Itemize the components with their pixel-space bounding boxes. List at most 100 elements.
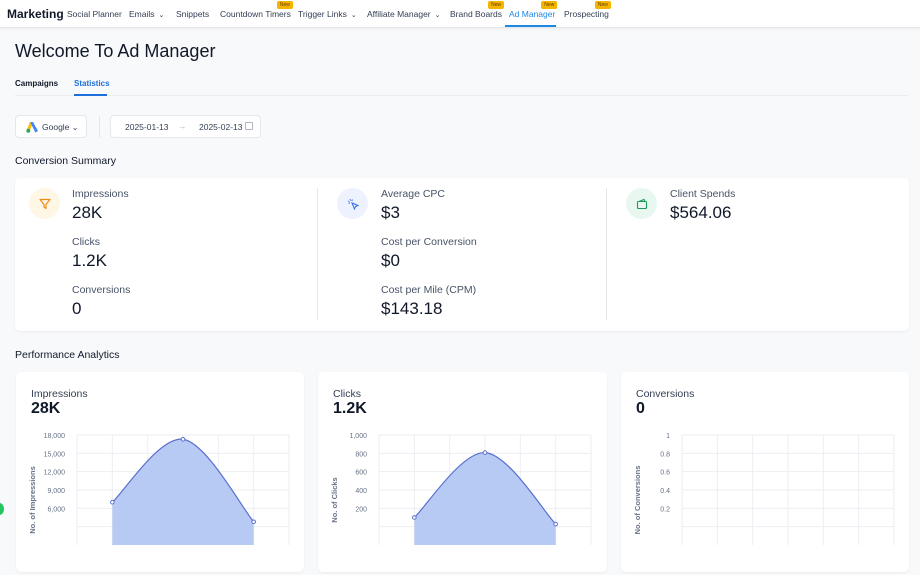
wallet-icon [626,188,657,219]
y-tick-label: 18,000 [44,433,66,440]
active-nav-indicator [505,25,556,27]
area-fill [414,452,556,545]
chart-title: Conversions [636,388,695,400]
nav-label: Ad Manager [509,9,556,19]
conversions-chart-card: Conversions 0 1 0.8 0.6 0.4 0.2 No. of Conver… [621,372,909,572]
new-badge: New [276,1,293,9]
area-fill [112,439,254,545]
avg-cpc-label: Average CPC [381,188,446,200]
new-badge: New [594,1,611,9]
y-tick-label: 600 [355,470,367,477]
chevron-down-icon: ⌄ [71,123,79,132]
impressions-chart-card: Impressions 28K 18,000 15,000 12,000 9,000 6… [16,372,304,572]
calendar-icon[interactable] [245,122,253,130]
cost-per-conversion-value: $0 [381,251,400,270]
y-tick-label: 400 [355,488,367,495]
conversion-summary-card: Impressions 28K Clicks 1.2K Conversions … [15,178,909,331]
nav-trigger-links[interactable]: Trigger Links ⌄ [298,9,357,19]
clicks-label: Clicks [72,236,100,248]
y-tick-label: 1,000 [349,433,367,440]
nav-label: Brand Boards [450,9,502,19]
nav-countdown-timers[interactable]: Countdown Timers New [220,1,293,19]
y-tick-label: 800 [355,451,367,458]
nav-affiliate-manager[interactable]: Affiliate Manager ⌄ [367,9,441,19]
active-tab-indicator [74,94,107,96]
start-date[interactable]: 2025-01-13 [125,122,169,132]
nav-label: Trigger Links [298,9,347,19]
y-tick-label: 0.8 [660,451,670,458]
chart-title: Impressions [31,388,88,400]
nav-label: Snippets [176,9,210,19]
client-spends-value: $564.06 [670,203,732,222]
data-point [553,521,558,527]
cost-per-conversion-label: Cost per Conversion [381,236,477,248]
data-point [110,499,115,505]
clicks-chart: 1,000 800 600 400 200 No. of Clicks [330,433,592,545]
chart-value: 1.2K [333,400,367,417]
funnel-icon [29,188,60,219]
cpm-value: $143.18 [381,299,443,318]
summary-divider [317,188,318,320]
conversions-value: 0 [72,299,82,318]
client-spends-label: Client Spends [670,188,736,200]
tab-statistics[interactable]: Statistics [74,79,110,88]
performance-analytics-title: Performance Analytics [15,349,120,361]
y-axis-label: No. of Conversions [633,466,642,535]
nav-snippets[interactable]: Snippets [176,9,209,19]
data-point [412,515,417,520]
chevron-down-icon: ⌄ [350,12,357,19]
new-badge: New [487,1,504,9]
impressions-chart: 18,000 15,000 12,000 9,000 6,000 No. of Impre… [28,433,290,545]
y-tick-label: 200 [355,506,367,513]
date-range-picker[interactable]: 2025-01-13 → 2025-02-13 [110,115,261,138]
chevron-down-icon: ⌄ [158,12,165,19]
clicks-chart-card: Clicks 1.2K 1,000 800 600 400 200 No. of Clic… [318,372,607,572]
top-nav: Marketing Social Planner Emails ⌄ Snippet… [0,0,920,28]
y-tick-label: 6,000 [47,506,65,513]
y-axis-label: No. of Clicks [330,477,339,522]
y-tick-label: 15,000 [44,451,66,458]
y-tick-label: 0.4 [660,488,670,495]
y-axis-label: No. of Impressions [28,466,37,534]
cpm-label: Cost per Mile (CPM) [381,284,477,296]
nav-label: Emails [129,9,155,19]
nav-brand-boards[interactable]: Brand Boards New [450,1,504,19]
chart-value: 0 [636,400,645,417]
data-point [482,450,488,455]
nav-label: Social Planner [67,9,122,19]
tab-campaigns[interactable]: Campaigns [15,79,59,88]
y-tick-label: 12,000 [44,470,66,477]
platform-select[interactable]: Google ⌄ [15,115,87,138]
arrow-right-icon: → [178,121,187,131]
page-title: Welcome To Ad Manager [15,41,216,61]
data-point [180,436,186,442]
y-tick-label: 9,000 [47,488,65,495]
summary-divider [606,188,607,320]
chart-title: Clicks [333,388,361,400]
conversion-summary-title: Conversion Summary [15,155,116,167]
chevron-down-icon: ⌄ [434,12,441,19]
nav-social-planner[interactable]: Social Planner [67,9,122,19]
chart-value: 28K [31,400,61,417]
impressions-value: 28K [72,203,103,222]
clicks-value: 1.2K [72,251,107,270]
avg-cpc-value: $3 [381,203,400,222]
impressions-label: Impressions [72,188,129,200]
cursor-click-icon [337,188,368,219]
nav-label: Affiliate Manager [367,9,431,19]
nav-label: Countdown Timers [220,9,291,19]
y-tick-label: 0.6 [660,470,670,477]
new-badge: New [541,1,558,9]
y-tick-label: 1 [666,433,670,440]
conversions-chart: 1 0.8 0.6 0.4 0.2 No. of Conversions [633,433,895,545]
filter-divider [99,116,100,138]
nav-label: Prospecting [564,9,609,19]
nav-emails[interactable]: Emails ⌄ [129,9,164,19]
nav-ad-manager[interactable]: Ad Manager New [509,1,558,19]
google-ads-icon [26,122,38,133]
end-date[interactable]: 2025-02-13 [199,122,243,132]
tabs-divider [15,95,908,96]
conversions-label: Conversions [72,284,131,296]
status-indicator [0,503,4,515]
nav-prospecting[interactable]: Prospecting New [564,1,611,19]
